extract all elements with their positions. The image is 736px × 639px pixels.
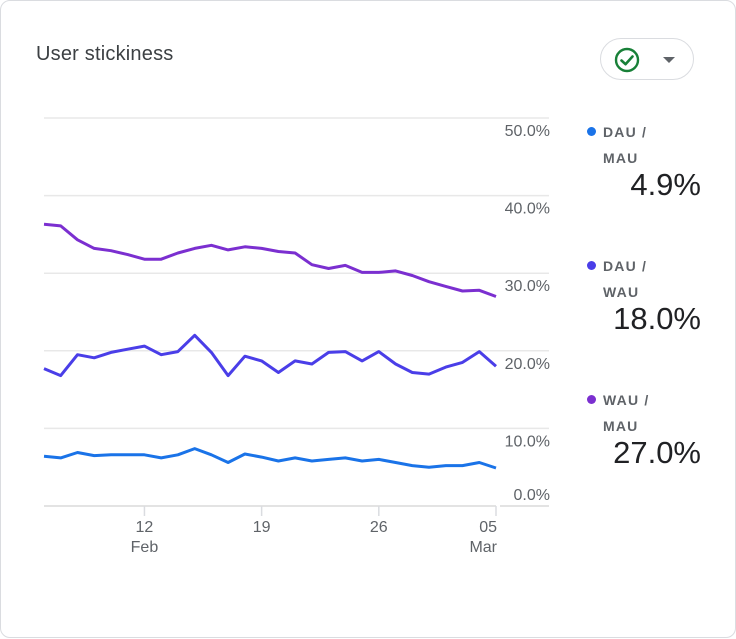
series-line-dau-wau bbox=[43, 333, 497, 378]
x-tick-sublabel: Mar bbox=[469, 539, 497, 556]
series-line-wau-mau bbox=[43, 222, 497, 298]
x-tick-label: 05 bbox=[479, 519, 497, 536]
series-line-dau-mau bbox=[43, 447, 497, 470]
y-tick-label: 20.0% bbox=[505, 356, 550, 373]
card-title: User stickiness bbox=[36, 43, 174, 65]
x-tick-sublabel: Feb bbox=[131, 539, 159, 556]
x-tick-label: 19 bbox=[253, 519, 271, 536]
legend-label: MAU bbox=[603, 418, 639, 434]
y-tick-label: 10.0% bbox=[505, 433, 550, 450]
legend-label: WAU bbox=[603, 284, 640, 300]
check-circle-icon bbox=[614, 47, 640, 73]
y-tick-label: 40.0% bbox=[505, 201, 550, 218]
y-tick-label: 50.0% bbox=[505, 123, 550, 140]
legend-value: 4.9% bbox=[630, 167, 701, 202]
legend-value: 27.0% bbox=[613, 435, 701, 470]
y-tick-label: 30.0% bbox=[505, 278, 550, 295]
legend-value: 18.0% bbox=[613, 301, 701, 336]
legend-label: WAU / bbox=[603, 392, 650, 408]
status-dropdown-button[interactable] bbox=[600, 38, 694, 80]
legend-label: DAU / bbox=[603, 258, 648, 274]
x-tick-label: 26 bbox=[370, 519, 388, 536]
legend-dot bbox=[587, 261, 596, 270]
legend-dot bbox=[587, 395, 596, 404]
caret-down-icon bbox=[663, 57, 675, 63]
legend-label: DAU / bbox=[603, 124, 648, 140]
legend-dot bbox=[587, 127, 596, 136]
x-tick-label: 12 bbox=[136, 519, 154, 536]
y-tick-label: 0.0% bbox=[514, 487, 550, 504]
legend-label: MAU bbox=[603, 150, 639, 166]
